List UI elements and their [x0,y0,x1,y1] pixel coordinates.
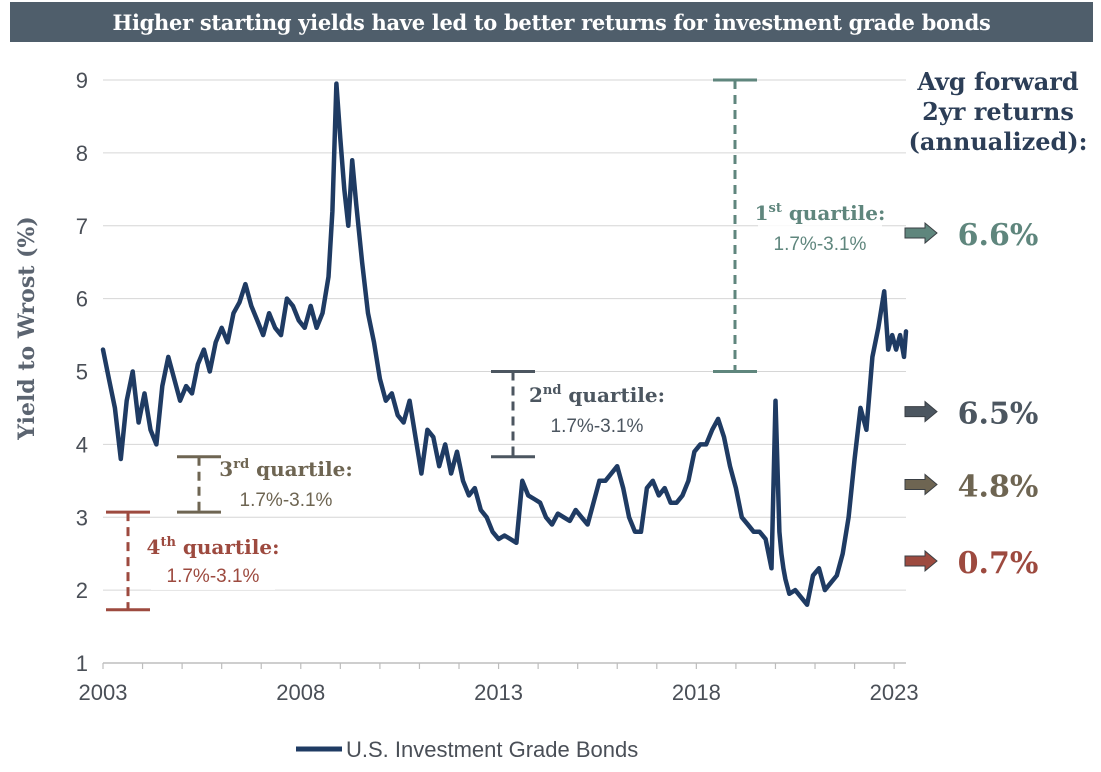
x-tick-label: 2023 [870,680,919,705]
series-layer [100,81,909,607]
quartile-word: quartile: [176,535,280,559]
quartile-word: quartile: [249,457,353,481]
x-tick-label: 2013 [474,680,523,705]
right-arrow-icon [904,400,938,423]
y-tick-label: 8 [76,141,88,166]
x-axis-ticks: 2003 2008 2013 2018 2023 [79,680,919,705]
right-arrow-icon [904,549,938,573]
quartile-ordinal: 3 [219,457,233,481]
y-tick-label: 1 [76,651,88,676]
label-backdrop [535,380,659,438]
x-axis [102,662,906,669]
chart-title: Higher starting yields have led to bette… [10,2,1093,42]
quartile-suffix: nd [543,383,562,398]
return-row-2: 6.5% [904,397,1039,432]
quartile-suffix: st [769,201,782,216]
quartile-ordinal: 4 [147,535,161,559]
x-tick-label: 2003 [79,680,128,705]
quartile-range: 1.7%-3.1% [240,490,333,511]
y-tick-label: 9 [76,68,88,93]
legend: U.S. Investment Grade Bonds [296,737,638,762]
label-backdrop [758,198,882,256]
return-value: 4.8% [958,469,1039,504]
grid-lines [103,79,906,591]
right-arrow-icon [904,221,938,245]
quartile-suffix: rd [233,457,249,472]
quartile-label: 1st quartile: [755,201,886,225]
quartile-ordinal: 1 [755,201,769,225]
quartile-suffix: th [160,535,176,550]
y-tick-label: 3 [76,505,88,530]
quartile-label: 4th quartile: [147,535,280,559]
quartile-word: quartile: [782,201,886,225]
returns-header-line: 2yr returns [922,97,1074,126]
returns-header-line: (annualized): [909,127,1088,156]
quartile-4-bracket: 4th quartile: 1.7%-3.1% [106,510,280,612]
returns-header-line: Avg forward [916,67,1079,96]
return-value: 6.6% [958,218,1039,253]
y-tick-label: 5 [76,360,88,385]
return-row-3: 4.8% [904,469,1039,504]
x-tick-label: 2008 [276,680,325,705]
quartile-2-bracket: 2nd quartile: 1.7%-3.1% [491,370,665,459]
y-axis-ticks: 1 2 3 4 5 6 7 8 9 [76,68,88,676]
return-row-1: 6.6% [904,218,1039,253]
quartile-3-bracket: 3rd quartile: 1.7%-3.1% [177,454,353,514]
label-backdrop [224,454,348,512]
legend-label: U.S. Investment Grade Bonds [346,737,638,762]
quartile-word: quartile: [561,383,665,407]
y-tick-label: 6 [76,287,88,312]
quartile-1-bracket: 1st quartile: 1.7%-3.1% [713,78,886,373]
y-tick-label: 7 [76,214,88,239]
y-tick-label: 2 [76,578,88,603]
y-axis-label: Yield to Wrost (%) [14,216,40,440]
quartile-range: 1.7%-3.1% [774,234,867,255]
quartile-label: 2nd quartile: [529,383,665,407]
quartile-ordinal: 2 [529,383,543,407]
series-line [100,81,909,607]
quartile-range: 1.7%-3.1% [167,566,260,587]
return-row-4: 0.7% [904,546,1039,581]
y-tick-label: 4 [76,432,88,457]
quartile-label: 3rd quartile: [219,457,352,481]
quartile-range: 1.7%-3.1% [551,416,644,437]
x-tick-label: 2018 [672,680,721,705]
label-backdrop [151,532,275,590]
return-value: 6.5% [958,397,1039,432]
right-arrow-icon [904,473,938,496]
quartile-annotations: 1st quartile: 1.7%-3.1% 2nd quartile: 1.7%-… [106,78,886,612]
return-value: 0.7% [958,546,1039,581]
